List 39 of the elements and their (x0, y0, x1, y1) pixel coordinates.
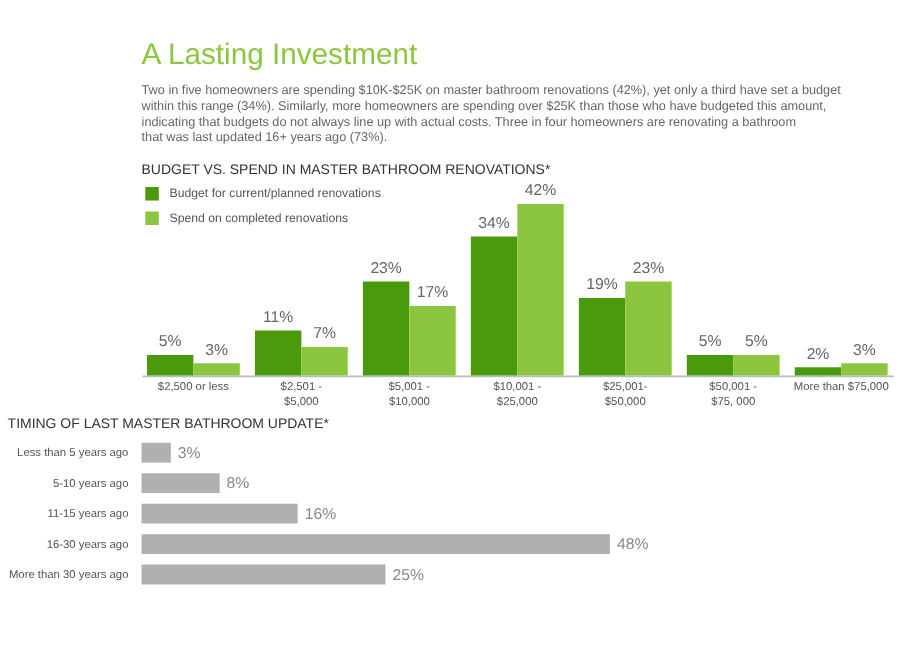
bar (470, 236, 518, 376)
data-label: 16% (304, 504, 337, 523)
bar (301, 346, 348, 376)
bar (362, 281, 410, 376)
data-label: 3% (853, 340, 876, 359)
data-label: 23% (370, 258, 402, 277)
data-label: 25% (392, 565, 424, 584)
data-label: 2% (806, 344, 830, 363)
bar (625, 281, 672, 376)
data-label: 5% (745, 332, 768, 351)
bar (409, 306, 456, 376)
text: A Lasting Investment (141, 40, 419, 73)
data-label: 7% (313, 324, 336, 343)
data-label: 3% (177, 443, 201, 462)
bar (146, 355, 194, 376)
data-label: 8% (226, 474, 250, 493)
data-label: 11% (262, 307, 294, 326)
bar (686, 355, 734, 376)
bar (141, 564, 386, 585)
bar (733, 355, 780, 376)
data-label: 42% (524, 181, 557, 200)
bar (794, 367, 842, 376)
bar (193, 363, 240, 376)
data-label: 5% (158, 332, 182, 351)
bar (517, 203, 564, 376)
bar (254, 330, 302, 376)
data-label: 34% (478, 213, 510, 232)
bar (141, 442, 171, 463)
bar (141, 503, 298, 524)
data-label: 17% (416, 283, 449, 302)
data-label: 23% (632, 258, 665, 277)
data-label: 5% (698, 332, 722, 351)
data-label: 3% (205, 340, 228, 359)
data-label: 19% (586, 275, 618, 294)
bar (141, 473, 220, 494)
bar (841, 363, 888, 376)
bar (578, 297, 626, 376)
bar (141, 534, 610, 554)
data-label: 48% (616, 535, 649, 554)
